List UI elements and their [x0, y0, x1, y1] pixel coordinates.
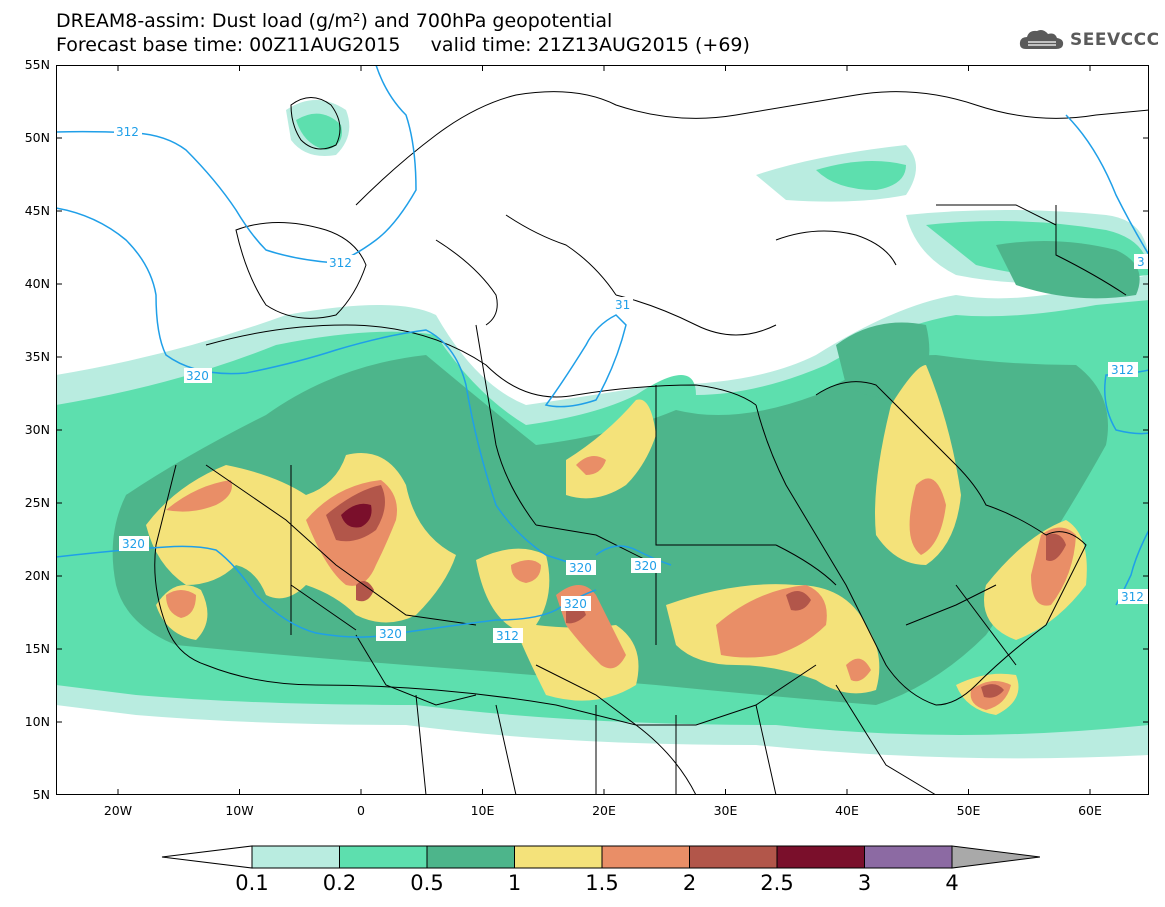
colorbar-label: 0.1 [235, 871, 269, 895]
latitude-label: 50N [24, 130, 50, 145]
contour-label: 312 [116, 125, 139, 139]
colorbar-cell [339, 845, 428, 869]
dust-level-2-5 [341, 503, 372, 528]
contour-label: 320 [564, 597, 587, 611]
longitude-label: 20W [103, 803, 133, 818]
colorbar-cell [864, 845, 953, 869]
colorbar-label: 1.5 [585, 871, 619, 895]
colorbar-label: 3 [857, 871, 872, 895]
latitude-label: 15N [24, 641, 50, 656]
colorbar-label: 4 [945, 871, 959, 895]
colorbar-label: 2.5 [760, 871, 794, 895]
colorbar-cell [689, 845, 778, 869]
latitude-label: 55N [24, 57, 50, 72]
contour-label: 320 [634, 559, 657, 573]
contour-label: 320 [186, 369, 209, 383]
contour-label: 312 [1111, 363, 1134, 377]
longitude-label: 10E [470, 803, 495, 818]
longitude-label: 30E [713, 803, 738, 818]
map-frame [56, 65, 1149, 795]
longitude-label: 0 [357, 803, 365, 818]
colorbar [161, 845, 1040, 869]
latitude-label: 40N [24, 276, 50, 291]
contour-label: 312 [1121, 590, 1144, 604]
latitude-label: 35N [24, 349, 50, 364]
latitude-label: 30N [24, 422, 50, 437]
contour-label: 31 [615, 298, 630, 312]
colorbar-cell [776, 845, 865, 869]
colorbar-cell [251, 845, 340, 869]
colorbar-cell [426, 845, 515, 869]
contour-label: 312 [496, 629, 519, 643]
coastlines-and-borders [154, 91, 1149, 795]
longitude-label: 10W [225, 803, 254, 818]
forecast-time-line: Forecast base time: 00Z11AUG2015 valid t… [56, 34, 750, 56]
colorbar-cell [514, 845, 603, 869]
longitude-label: 50E [956, 803, 981, 818]
cloud-icon [1019, 30, 1064, 49]
contour-labels: 312 312 31 320 320 320 320 320 320 312 3… [114, 124, 1149, 643]
latitude-label: 45N [24, 203, 50, 218]
colorbar-upper-arrow [951, 845, 1040, 869]
colorbar-lower-arrow [161, 845, 253, 869]
seevccc-logo: SEEVCCC [1018, 27, 1160, 53]
colorbar-label: 0.2 [322, 871, 357, 895]
geopotential-contours [56, 65, 1149, 638]
colorbar-cell [601, 845, 690, 869]
colorbar-label: 1 [507, 871, 522, 895]
latitude-label: 10N [24, 714, 50, 729]
dust-load-map: 312 312 31 320 320 320 320 320 320 312 3… [56, 65, 1149, 795]
contour-label: 312 [329, 256, 352, 270]
contour-label: 320 [122, 537, 145, 551]
latitude-label: 20N [24, 568, 50, 583]
longitude-label: 20E [592, 803, 616, 818]
colorbar-label: 0.5 [410, 871, 444, 895]
colorbar-label: 2 [682, 871, 697, 895]
map-title: DREAM8-assim: Dust load (g/m²) and 700hP… [56, 10, 613, 32]
longitude-label: 60E [1078, 803, 1102, 818]
contour-label: 3 [1137, 255, 1145, 269]
latitude-label: 25N [24, 495, 50, 510]
contour-label: 320 [379, 627, 402, 641]
contour-label: 320 [569, 561, 592, 575]
latitude-label: 5N [32, 787, 50, 802]
longitude-label: 40E [835, 803, 859, 818]
logo-text: SEEVCCC [1070, 30, 1160, 50]
